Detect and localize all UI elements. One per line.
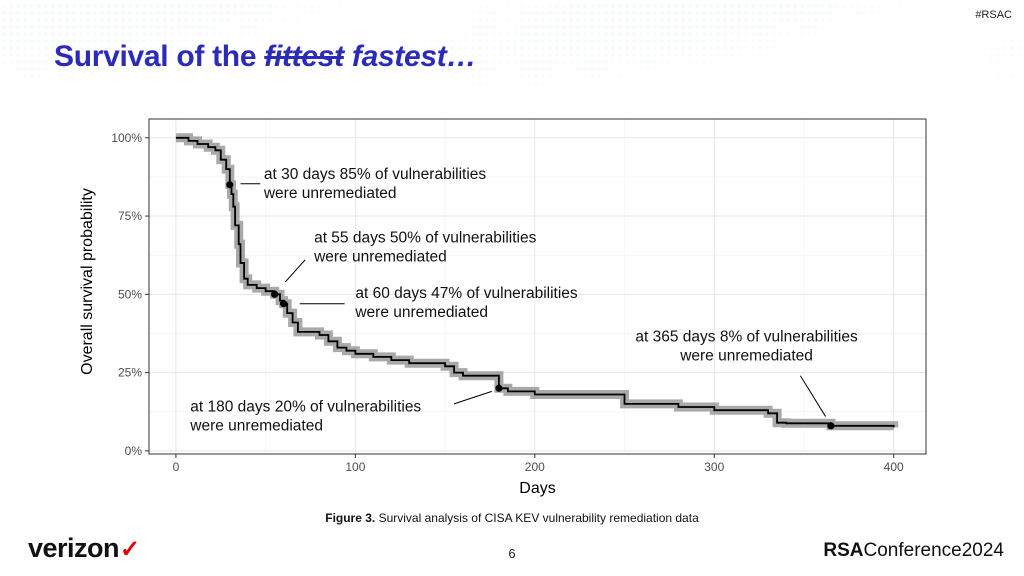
annotation-line-2: were unremediated [189,418,323,435]
page-number: 6 [508,546,516,561]
annotation-line-2: were unremediated [313,248,447,265]
caption-text: Survival analysis of CISA KEV vulnerabil… [375,511,699,525]
title-end: fastest… [343,40,477,73]
annotation-text: at 180 days 20% of vulnerabilities were u… [189,399,421,435]
annotation-line-1: at 55 days 50% of vulnerabilities [314,229,537,246]
x-tick-label: 300 [704,460,724,474]
slide-title: Survival of the fittest fastest… [54,40,477,74]
annotation-text: at 30 days 85% of vulnerabilities were un… [263,166,487,202]
survival-point [495,384,503,392]
hashtag-label: #RSAC [975,9,1012,21]
survival-point [271,290,279,298]
rsac-logo: RSAConference2024 [823,540,1004,562]
checkmark-icon: ✓ [120,536,140,563]
figure-caption: Figure 3. Survival analysis of CISA KEV … [0,511,1024,525]
annotation-line-1: at 30 days 85% of vulnerabilities [264,166,487,183]
annotation-line-1: at 365 days 8% of vulnerabilities [635,328,858,345]
background-dot-pattern [2,4,1021,99]
caption-label: Figure 3. [325,511,376,525]
y-tick-label: 75% [118,209,142,223]
survival-chart: 0 100 200 300 400 0% 25% 50% 75% 100% at 30 days 8… [79,118,927,497]
annotation-line-1: at 180 days 20% of vulnerabilities [190,399,421,416]
x-tick-label: 400 [884,460,904,474]
x-axis-label: Days [519,480,555,497]
annotation-text: at 60 days 47% of vulnerabilities were un… [354,285,578,321]
y-tick-label: 50% [118,287,142,301]
annotation-line-1: at 60 days 47% of vulnerabilities [355,285,578,302]
annotation-line-2: were unremediated [354,304,488,321]
y-axis-label: Overall survival probability [79,188,96,375]
annotation-line-2: were unremediated [263,185,397,202]
annotation-text: at 55 days 50% of vulnerabilities were un… [313,229,537,265]
x-tick-label: 100 [345,460,365,474]
y-tick-label: 25% [118,366,142,380]
annotation-text: at 365 days 8% of vulnerabilities were un… [635,328,858,364]
rsac-logo-rest: Conference2024 [863,540,1005,561]
survival-point [279,300,288,308]
annotation-leader-line [453,390,492,405]
verizon-logo: verizon✓ [28,533,140,564]
x-tick-label: 200 [525,460,545,474]
annotation-leader-line [285,259,306,283]
title-struck-word: fittest [264,40,344,73]
plot-panel-border [148,118,927,455]
title-start: Survival of the [54,40,265,73]
rsac-logo-bold: RSA [823,540,864,561]
annotation-line-2: were unremediated [679,347,813,364]
y-tick-label: 100% [111,131,142,145]
x-tick-label: 0 [173,460,180,474]
y-tick-label: 0% [125,444,143,458]
verizon-logo-text: verizon [28,533,120,563]
survival-point [827,422,835,430]
survival-point [226,181,234,189]
annotation-leader-line [799,375,826,417]
